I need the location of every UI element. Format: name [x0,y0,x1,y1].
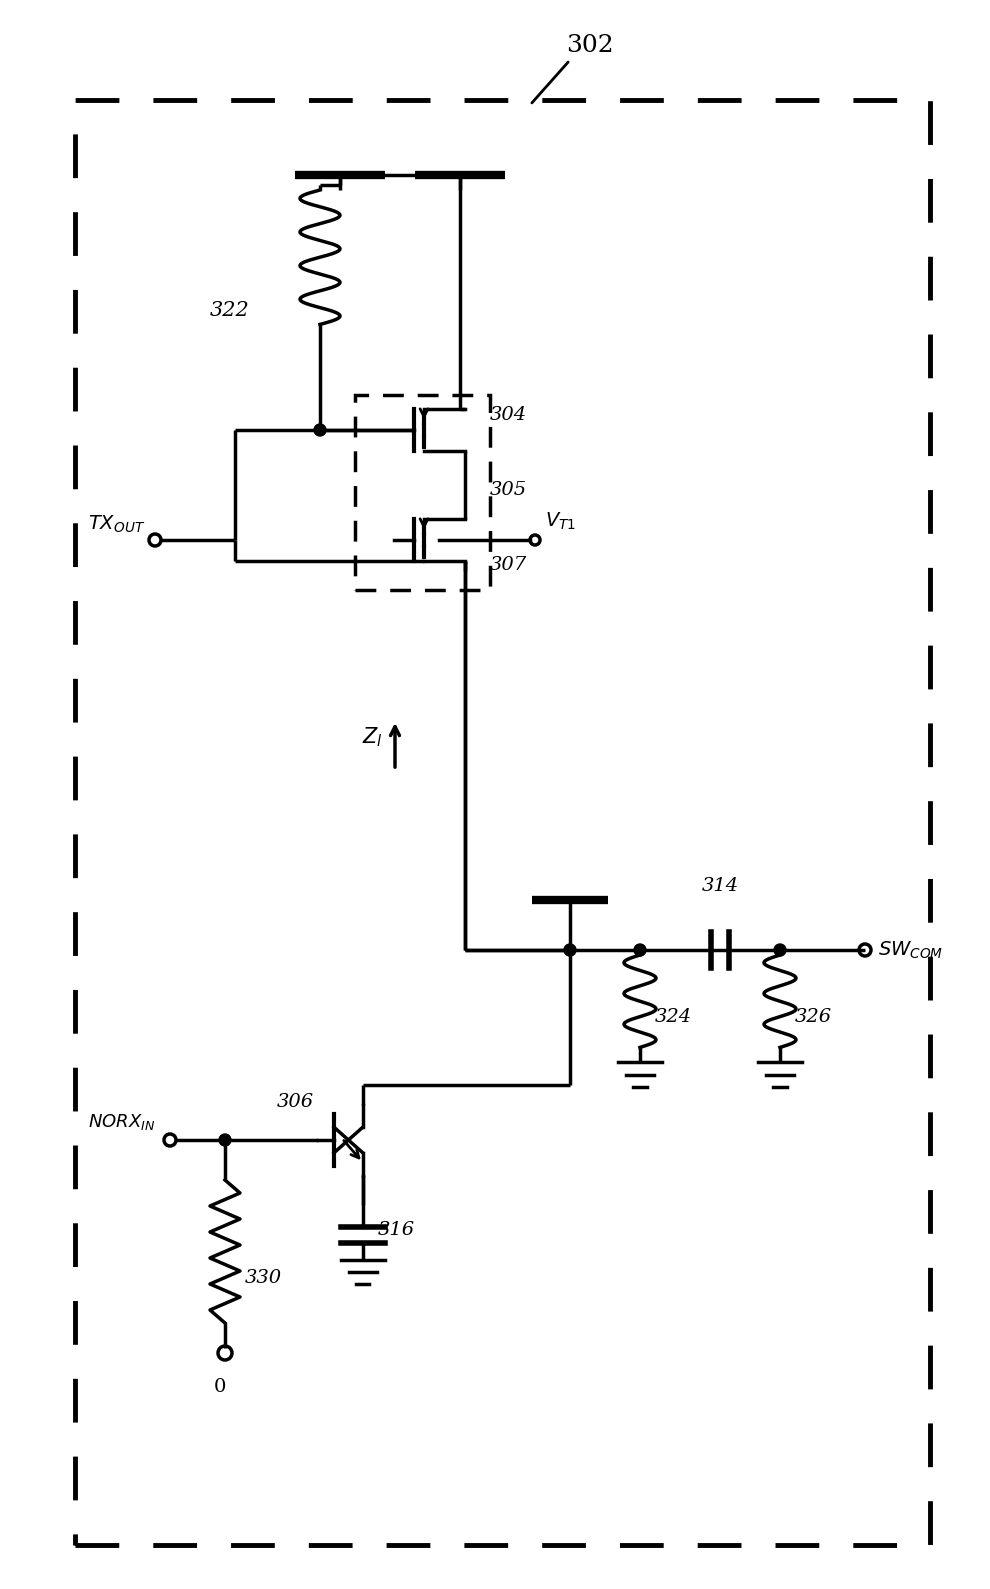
Text: 305: 305 [490,481,527,499]
Text: 314: 314 [702,877,739,895]
Text: $V_{T1}$: $V_{T1}$ [545,510,576,532]
Text: 0: 0 [214,1378,226,1397]
Text: 307: 307 [490,556,527,574]
Circle shape [219,1135,231,1146]
Circle shape [314,424,326,435]
Text: $Z_l$: $Z_l$ [362,725,383,748]
Text: 302: 302 [566,33,614,57]
Text: 316: 316 [378,1222,415,1239]
Text: 330: 330 [245,1270,282,1287]
Circle shape [634,944,646,957]
Text: 324: 324 [655,1009,692,1026]
Text: 326: 326 [795,1009,833,1026]
Circle shape [564,944,576,957]
Text: 306: 306 [276,1093,314,1111]
Circle shape [774,944,786,957]
Text: 322: 322 [210,300,249,319]
Text: $TX_{OUT}$: $TX_{OUT}$ [88,513,145,535]
Text: $SW_{COM}$: $SW_{COM}$ [878,939,943,961]
Text: $NO RX_{IN}$: $NO RX_{IN}$ [88,1112,155,1131]
Text: 304: 304 [490,407,527,424]
